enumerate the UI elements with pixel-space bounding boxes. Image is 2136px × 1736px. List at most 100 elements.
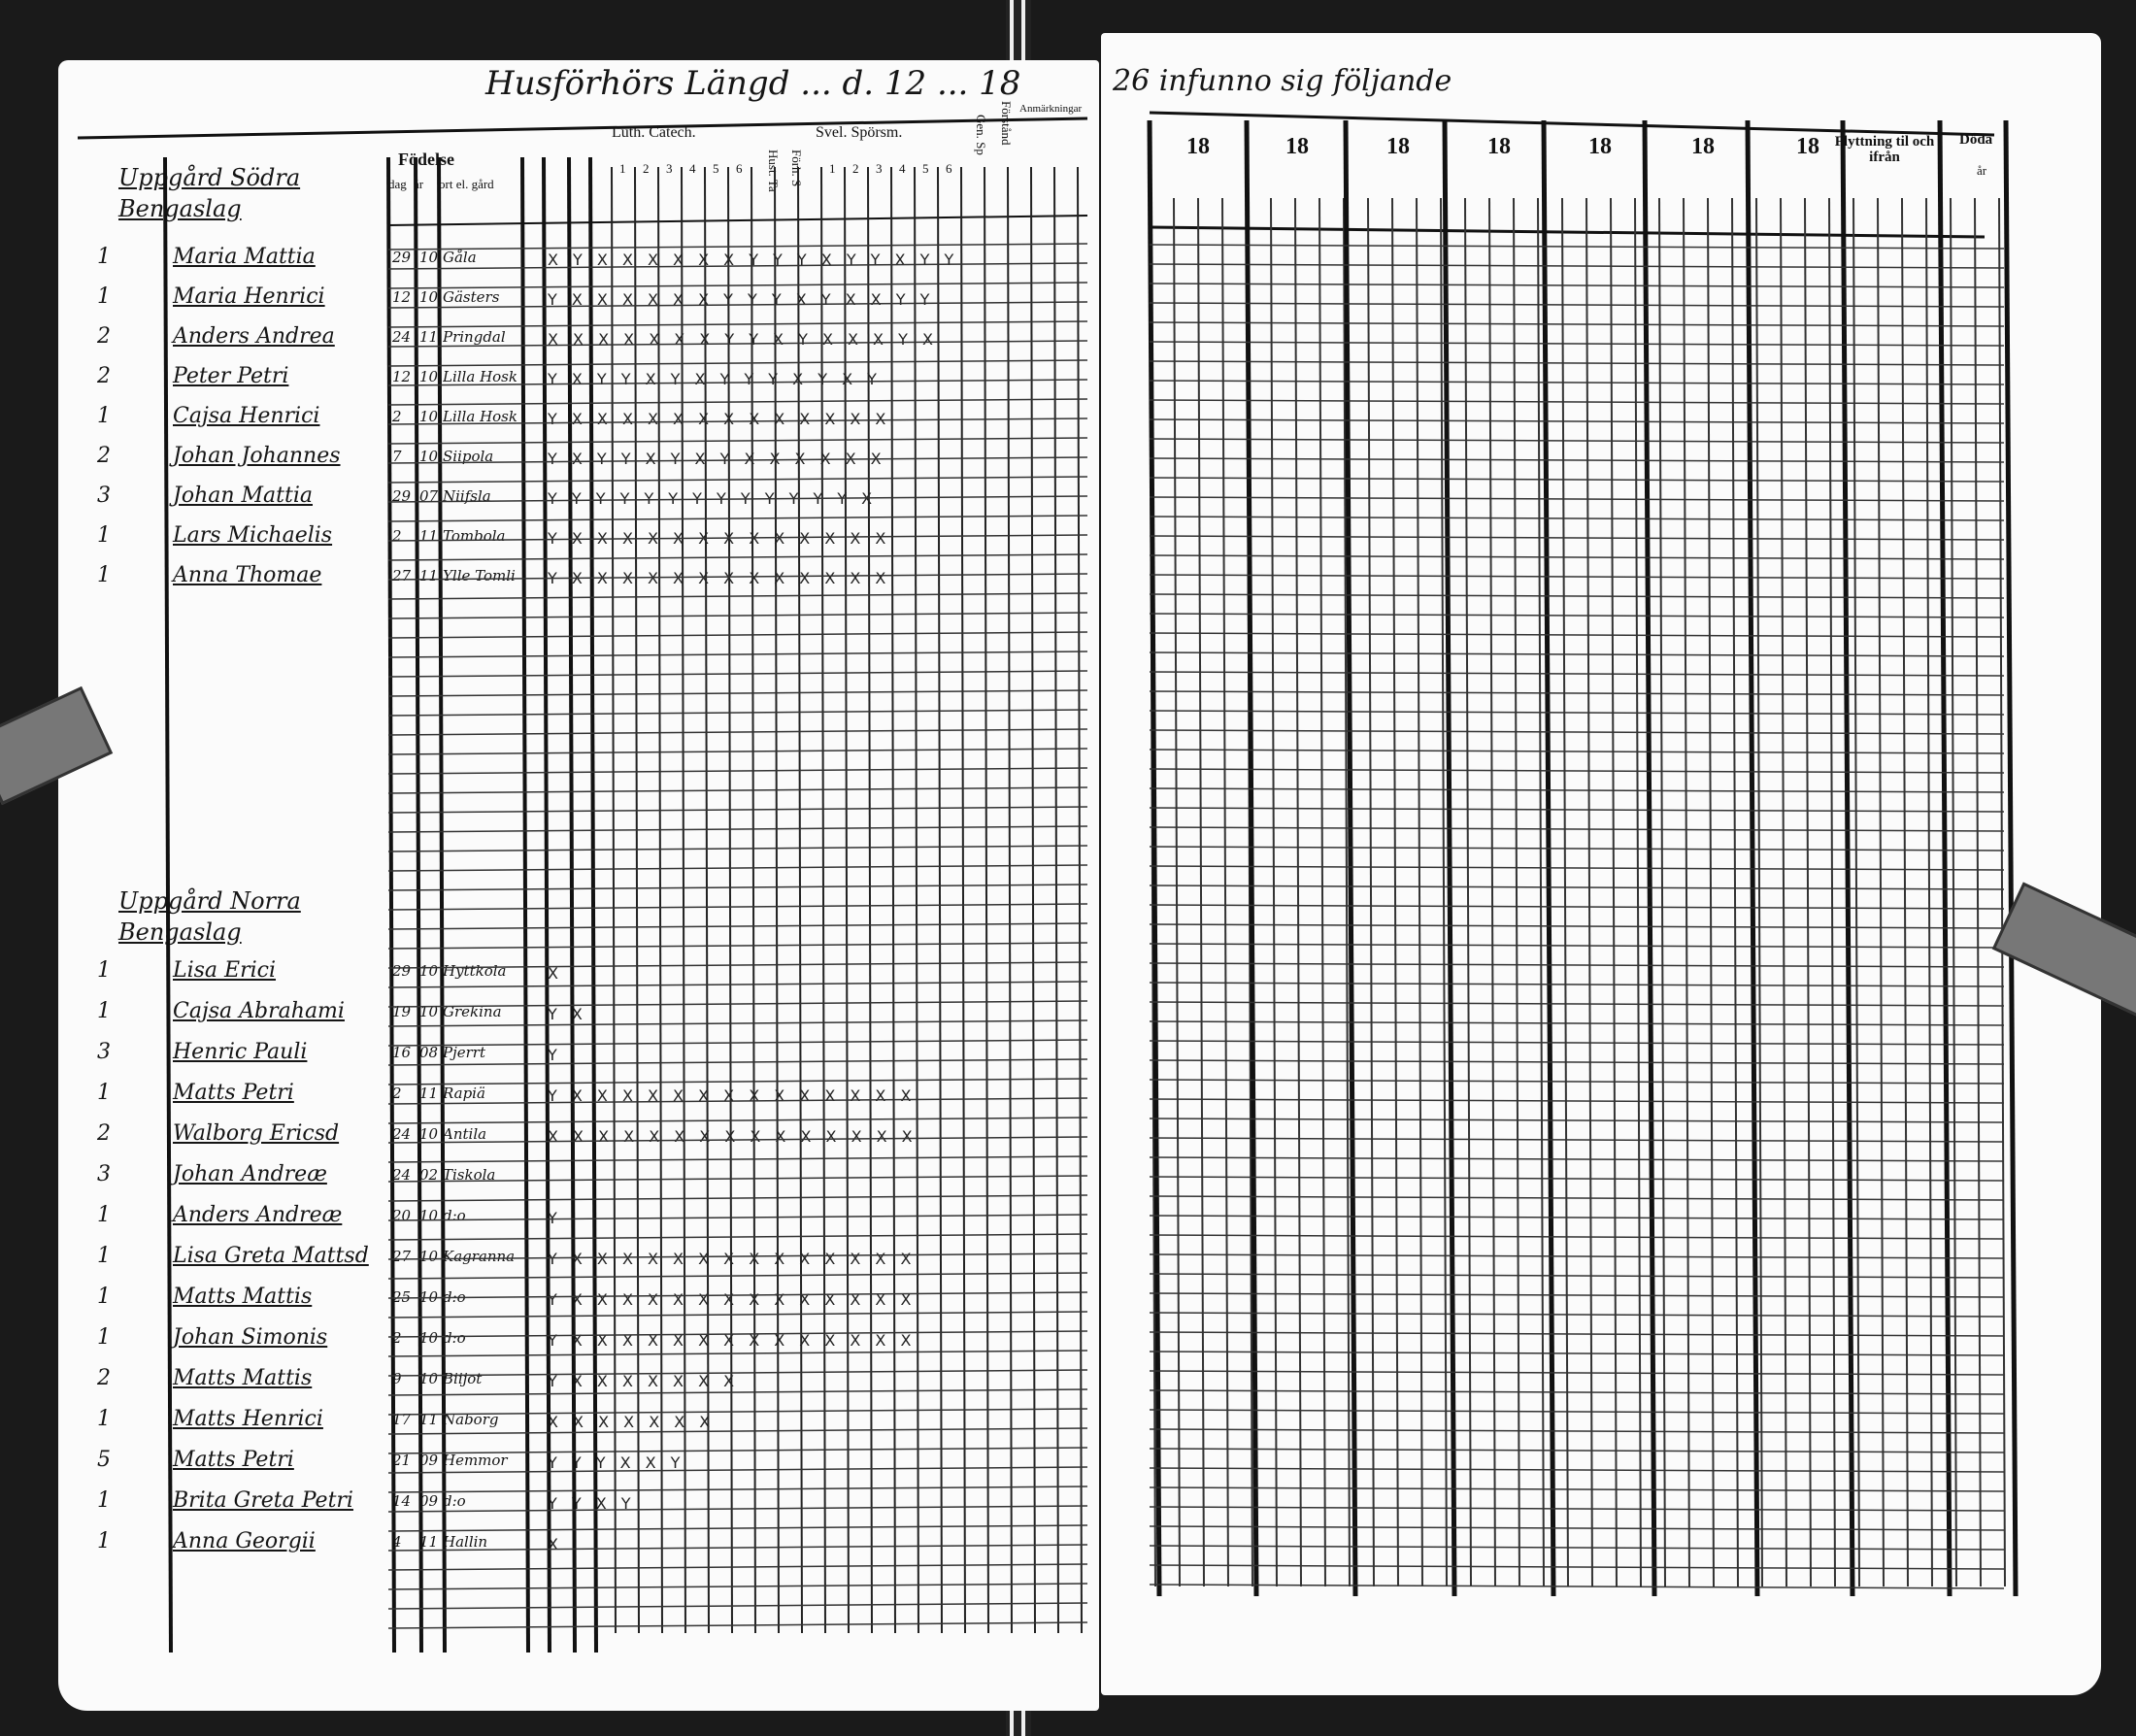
birth-place: Gästers <box>443 288 500 306</box>
person-name: Cajsa Abrahami <box>173 999 345 1023</box>
question-part: 6 <box>946 161 952 176</box>
person-name: Johan Mattia <box>173 484 313 508</box>
row-number: 2 <box>97 444 111 468</box>
question-part: 2 <box>852 161 859 176</box>
col-year: år <box>414 177 424 191</box>
birth-year: 11 <box>419 1411 439 1428</box>
exam-marks: X X X X X X X <box>548 1413 713 1431</box>
birth-year: 10 <box>419 1329 439 1347</box>
birth-place: Hallin <box>443 1533 488 1551</box>
person-name: Matts Petri <box>173 1448 294 1472</box>
year-header: 18 <box>1588 134 1612 159</box>
birth-day: 25 <box>392 1288 412 1306</box>
catechism-part: 5 <box>713 161 719 176</box>
row-number: 1 <box>97 1285 111 1309</box>
person-name: Matts Mattis <box>173 1366 313 1390</box>
row-number: 2 <box>97 1121 111 1146</box>
question-part: 5 <box>922 161 929 176</box>
birth-place: Rapiä <box>443 1085 485 1102</box>
col-place: ort el. gård <box>439 177 494 191</box>
birth-year: 10 <box>419 1003 439 1020</box>
person-name: Johan Simonis <box>173 1325 328 1350</box>
person-name: Walborg Ericsd <box>173 1121 340 1146</box>
birth-day: 16 <box>392 1044 412 1061</box>
birth-year: 10 <box>419 1370 439 1387</box>
section-title: Uppgård Norra Bengaslag <box>118 887 301 946</box>
catechism-part: 3 <box>666 161 673 176</box>
birth-year: 09 <box>419 1452 439 1469</box>
birth-year: 09 <box>419 1492 439 1510</box>
person-name: Matts Henrici <box>173 1407 323 1431</box>
birth-year: 10 <box>419 1125 439 1143</box>
year-header: 18 <box>1691 134 1715 159</box>
person-name: Johan Johannes <box>173 444 341 468</box>
col-deaths-year: år <box>1977 163 1987 178</box>
person-name: Maria Henrici <box>173 284 325 309</box>
catechism-part: 4 <box>689 161 696 176</box>
row-number: 1 <box>97 999 111 1023</box>
birth-year: 11 <box>419 567 439 584</box>
person-name: Henric Pauli <box>173 1040 308 1064</box>
row-number: 5 <box>97 1448 111 1472</box>
catechism-part: 6 <box>736 161 743 176</box>
birth-year: 10 <box>419 249 439 266</box>
person-name: Anna Georgii <box>173 1529 316 1553</box>
person-name: Matts Petri <box>173 1081 294 1105</box>
birth-place: Ylle Tomli <box>443 567 516 584</box>
question-part: 4 <box>899 161 906 176</box>
exam-marks: X <box>548 964 561 983</box>
person-name: Cajsa Henrici <box>173 404 320 428</box>
birth-year: 10 <box>419 408 439 425</box>
row-number: 1 <box>97 523 111 548</box>
person-name: Matts Mattis <box>173 1285 313 1309</box>
exam-marks: Y X X X X X X X X X X X X X <box>548 569 888 587</box>
exam-marks: Y Y Y X X Y <box>548 1453 683 1472</box>
birth-day: 29 <box>392 962 412 980</box>
person-name: Lisa Greta Mattsd <box>173 1244 369 1268</box>
row-number: 2 <box>97 364 111 388</box>
person-name: Johan Andreæ <box>173 1162 327 1186</box>
birth-year: 10 <box>419 962 439 980</box>
exam-marks: Y Y X Y <box>548 1494 634 1513</box>
row-number: 3 <box>97 1040 111 1064</box>
col-hust-ta: Hust. Ta <box>766 150 781 192</box>
year-header: 18 <box>1186 134 1210 159</box>
birth-year: 10 <box>419 448 439 465</box>
row-number: 2 <box>97 1366 111 1390</box>
exam-marks: Y X Y Y X Y X Y X X X X X X <box>548 450 884 468</box>
birth-place: Lilla Hosk <box>443 368 517 385</box>
birth-day: 2 <box>392 1085 402 1102</box>
year-header: 18 <box>1487 134 1511 159</box>
birth-place: Kagranna <box>443 1248 516 1265</box>
birth-year: 11 <box>419 1533 439 1551</box>
birth-place: Pringdal <box>443 328 506 346</box>
birth-place: d:o <box>443 1329 466 1347</box>
birth-year: 10 <box>419 288 439 306</box>
person-name: Peter Petri <box>173 364 289 388</box>
col-understanding: Förstånd <box>999 101 1014 146</box>
question-part: 1 <box>829 161 836 176</box>
exam-marks: Y <box>548 1046 560 1064</box>
person-name: Anna Thomae <box>173 563 322 587</box>
birth-day: 12 <box>392 368 412 385</box>
row-number: 1 <box>97 1407 111 1431</box>
birth-place: Naborg <box>443 1411 499 1428</box>
exam-marks: Y X X X X X X X X X X X X X <box>548 410 888 428</box>
birth-place: d:o <box>443 1492 466 1510</box>
row-number: 1 <box>97 563 111 587</box>
row-number: 1 <box>97 1529 111 1553</box>
col-forh: Förh. S <box>789 150 804 187</box>
birth-day: 2 <box>392 1329 402 1347</box>
birth-day: 4 <box>392 1533 402 1551</box>
row-number: 1 <box>97 245 111 269</box>
birth-day: 27 <box>392 1248 412 1265</box>
row-number: 1 <box>97 1081 111 1105</box>
question-part: 3 <box>876 161 883 176</box>
row-number: 1 <box>97 284 111 309</box>
exam-marks: Y <box>548 1209 560 1227</box>
catechism-part: 1 <box>619 161 626 176</box>
birth-day: 12 <box>392 288 412 306</box>
person-name: Brita Greta Petri <box>173 1488 353 1513</box>
birth-year: 11 <box>419 1085 439 1102</box>
col-questions: Svel. Spörsm. <box>816 124 903 141</box>
